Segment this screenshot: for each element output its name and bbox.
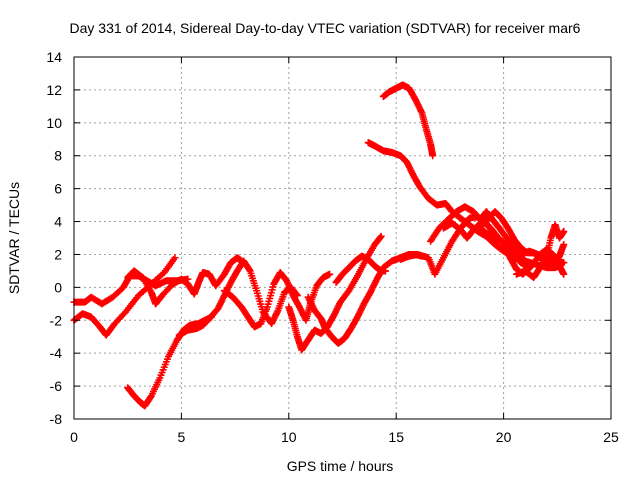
x-tick-label: 20 — [496, 429, 512, 445]
y-tick-label: 8 — [54, 148, 62, 164]
data-marks — [70, 81, 568, 410]
series-track-16 — [512, 221, 568, 281]
series-track-6 — [220, 269, 334, 331]
x-tick-label: 0 — [70, 429, 78, 445]
data-point — [560, 259, 568, 267]
y-tick-label: -6 — [50, 378, 63, 394]
y-tick-label: 4 — [54, 214, 62, 230]
y-tick-label: 12 — [46, 82, 62, 98]
series-track-10 — [364, 139, 533, 268]
data-point — [326, 270, 334, 278]
y-tick-label: -2 — [50, 312, 63, 328]
y-tick-label: 14 — [46, 49, 62, 65]
data-point — [245, 266, 253, 274]
y-tick-label: 6 — [54, 181, 62, 197]
axis-ticks: 0 5 10 15 20 25 -8 -6 -4 -2 0 2 4 6 8 10 12 14 — [46, 49, 619, 445]
data-point — [560, 270, 568, 278]
x-tick-label: 15 — [388, 429, 404, 445]
series-track-17 — [474, 222, 568, 267]
series-track-7 — [285, 232, 385, 354]
x-tick-label: 5 — [178, 429, 186, 445]
x-axis-label: GPS time / hours — [287, 458, 394, 474]
y-tick-label: 0 — [54, 279, 62, 295]
series-track-2 — [70, 272, 192, 308]
y-tick-label: 10 — [46, 115, 62, 131]
plot-frame — [73, 56, 612, 420]
data-point — [377, 232, 385, 240]
y-tick-label: 2 — [54, 246, 62, 262]
data-point — [560, 241, 568, 249]
series-track-14 — [439, 218, 568, 278]
x-tick-label: 10 — [281, 429, 297, 445]
series-track-9 — [332, 252, 389, 286]
data-point — [381, 267, 389, 275]
x-tick-label: 25 — [603, 429, 619, 445]
y-axis-label: SDTVAR / TECUs — [6, 182, 22, 294]
chart-title: Day 331 of 2014, Sidereal Day-to-day VTE… — [70, 20, 581, 36]
data-point — [560, 227, 568, 235]
y-tick-label: -4 — [50, 345, 63, 361]
series-track-11 — [379, 81, 437, 160]
data-point — [376, 233, 384, 241]
series-track-3 — [124, 254, 246, 308]
y-tick-label: -8 — [50, 411, 63, 427]
data-point — [171, 254, 179, 262]
data-point — [429, 152, 437, 160]
